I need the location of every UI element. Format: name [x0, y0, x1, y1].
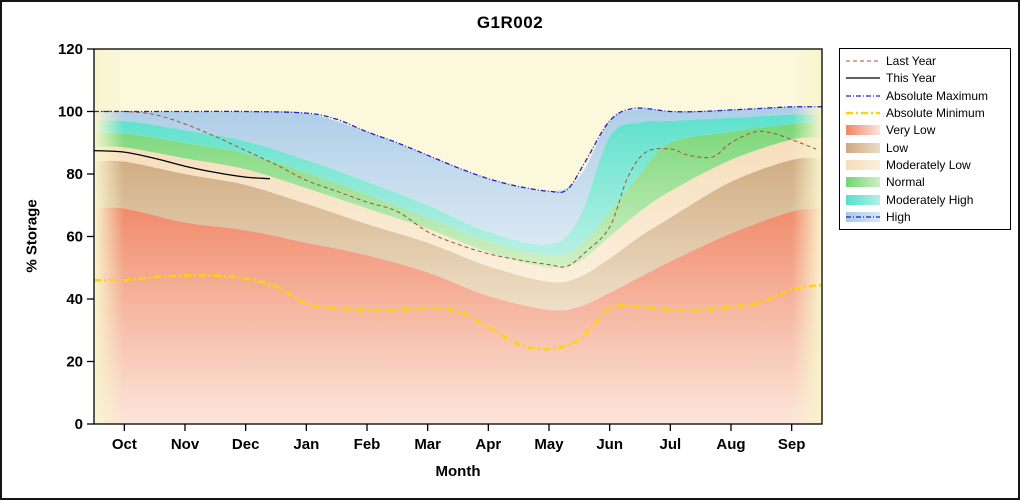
x-tick-label: Nov	[171, 436, 200, 453]
x-axis-label: Month	[435, 463, 481, 480]
y-tick-label: 40	[66, 291, 83, 308]
legend-sample-icon	[846, 77, 880, 80]
legend-item: This Year	[846, 71, 1004, 85]
band-low	[94, 157, 822, 311]
legend-sample-icon	[846, 142, 880, 153]
x-tick-label: Apr	[475, 436, 501, 453]
legend-label: Low	[886, 140, 909, 155]
y-tick-label: 20	[66, 354, 83, 371]
y-tick-label: 120	[58, 41, 83, 58]
legend-item: Absolute Maximum	[846, 89, 1004, 103]
legend-sample-icon	[846, 177, 880, 188]
right-edge-fade	[792, 49, 822, 424]
y-tick-label: 60	[66, 229, 83, 246]
legend-sample-icon	[846, 125, 880, 136]
legend-sample-icon	[846, 211, 880, 222]
legend: Last Year This Year Absolute Maximum Absolu…	[839, 48, 1011, 230]
x-tick-label: Dec	[232, 436, 260, 453]
x-tick-label: Oct	[112, 436, 137, 453]
legend-sample-icon	[846, 194, 880, 205]
left-edge-fade	[94, 49, 124, 424]
legend-sample-icon	[846, 111, 880, 115]
legend-label: Very Low	[886, 123, 936, 138]
line-absolute-minimum	[94, 274, 822, 351]
legend-sample-icon	[846, 60, 880, 62]
legend-label: Normal	[886, 175, 925, 190]
legend-item: Normal	[846, 175, 1004, 189]
y-tick-label: 0	[75, 416, 83, 433]
legend-label: High	[886, 209, 911, 224]
legend-item: Absolute Minimum	[846, 106, 1004, 120]
x-tick-label: Feb	[354, 436, 381, 453]
legend-sample-icon	[846, 95, 880, 97]
legend-item: Moderately High	[846, 192, 1004, 206]
band-moderately-low	[94, 137, 822, 283]
legend-item: Low	[846, 140, 1004, 154]
y-tick-label: 80	[66, 166, 83, 183]
band-normal	[94, 122, 822, 269]
line-this-year	[94, 149, 270, 180]
legend-item: Very Low	[846, 123, 1004, 137]
x-tick-label: Aug	[716, 436, 745, 453]
x-tick-label: Mar	[414, 436, 441, 453]
band-very-low	[94, 207, 822, 424]
band-moderately-high	[94, 114, 822, 256]
legend-label: Moderately Low	[886, 157, 971, 172]
legend-item: High	[846, 210, 1004, 224]
x-tick-label: Jan	[293, 436, 319, 453]
legend-item: Moderately Low	[846, 158, 1004, 172]
line-absolute-maximum	[94, 106, 822, 194]
legend-item: Last Year	[846, 54, 1004, 68]
x-tick-label: Jul	[659, 436, 681, 453]
y-axis-label: % Storage	[23, 199, 41, 273]
legend-label: This Year	[886, 71, 937, 86]
x-tick-label: Sep	[778, 436, 806, 453]
legend-sample-icon	[846, 159, 880, 170]
legend-label: Moderately High	[886, 192, 974, 207]
band-high	[94, 106, 822, 245]
line-last-year	[94, 110, 817, 268]
y-tick-label: 100	[58, 104, 83, 121]
x-tick-label: May	[534, 436, 564, 453]
page-title: G1R002	[476, 13, 544, 32]
legend-label: Absolute Maximum	[886, 88, 989, 103]
legend-label: Absolute Minimum	[886, 106, 985, 121]
x-tick-label: Jun	[596, 436, 623, 453]
legend-label: Last Year	[886, 54, 937, 69]
